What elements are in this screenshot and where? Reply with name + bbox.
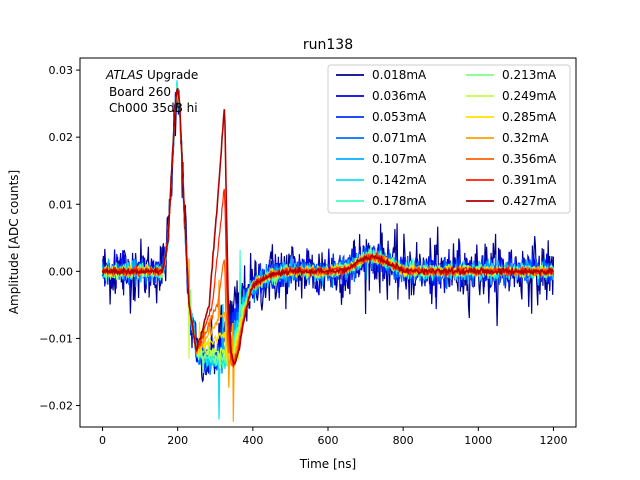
atlas-annotation: ATLAS Upgrade Board 260 Ch000 35dB hi	[105, 68, 198, 115]
y-tick-label: 0.00	[49, 265, 74, 278]
series-line	[101, 88, 554, 365]
y-tick-label: −0.02	[39, 400, 73, 413]
svg-text:ATLAS Upgrade: ATLAS Upgrade	[105, 68, 198, 82]
annotation-atlas: ATLAS	[105, 68, 144, 82]
legend-label: 0.249mA	[502, 89, 557, 103]
y-tick-label: 0.03	[49, 64, 74, 77]
series-lines	[101, 80, 555, 422]
annotation-upgrade: Upgrade	[143, 68, 198, 82]
legend-label: 0.142mA	[372, 173, 427, 187]
annotation-channel: Ch000 35dB hi	[109, 101, 198, 115]
y-tick-label: 0.01	[49, 198, 74, 211]
x-axis-label: Time [ns]	[299, 457, 356, 471]
y-axis-label: Amplitude [ADC counts]	[7, 170, 21, 314]
legend-label: 0.018mA	[372, 68, 427, 82]
legend-label: 0.071mA	[372, 131, 427, 145]
annotation-board: Board 260	[109, 85, 171, 99]
x-axis: 0 200 400 600 800 1000 1200	[99, 427, 567, 447]
x-tick-label: 600	[318, 434, 339, 447]
legend-label: 0.391mA	[502, 173, 557, 187]
x-tick-label: 1200	[539, 434, 567, 447]
chart-title: run138	[303, 37, 353, 53]
legend: 0.018mA 0.036mA 0.053mA 0.071mA 0.107mA 0.142…	[327, 64, 571, 214]
x-tick-label: 400	[242, 434, 263, 447]
x-tick-label: 1000	[464, 434, 492, 447]
y-tick-label: −0.01	[39, 332, 73, 345]
legend-label: 0.32mA	[502, 131, 549, 145]
legend-label: 0.053mA	[372, 110, 427, 124]
x-tick-label: 200	[167, 434, 188, 447]
x-tick-label: 0	[99, 434, 106, 447]
legend-frame	[327, 64, 571, 214]
legend-label: 0.213mA	[502, 68, 557, 82]
legend-label: 0.107mA	[372, 152, 427, 166]
legend-label: 0.427mA	[502, 194, 557, 208]
x-tick-label: 800	[393, 434, 414, 447]
legend-label: 0.285mA	[502, 110, 557, 124]
legend-label: 0.036mA	[372, 89, 427, 103]
y-tick-label: 0.02	[49, 131, 74, 144]
legend-label: 0.356mA	[502, 152, 557, 166]
y-axis: −0.02 −0.01 0.00 0.01 0.02 0.03	[39, 64, 80, 413]
legend-label: 0.178mA	[372, 194, 427, 208]
